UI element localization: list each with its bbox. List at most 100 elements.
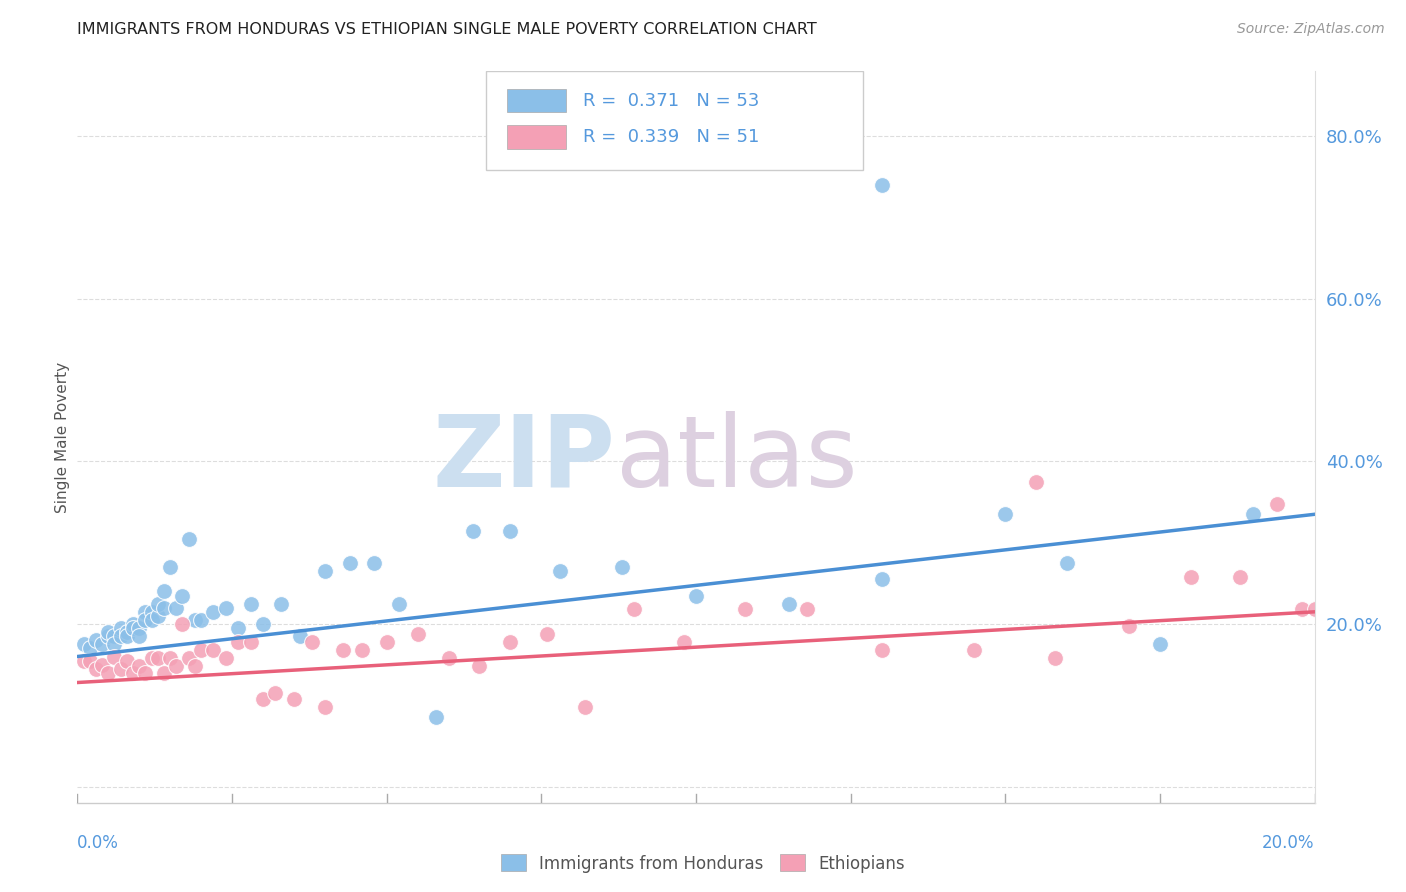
Point xyxy=(314,699,336,714)
Point xyxy=(115,629,138,643)
Point xyxy=(1056,556,1078,570)
Point xyxy=(115,654,138,668)
Point xyxy=(134,613,156,627)
Point xyxy=(314,564,336,578)
Point xyxy=(190,613,212,627)
Point xyxy=(153,600,176,615)
FancyBboxPatch shape xyxy=(485,71,863,170)
Text: ZIP: ZIP xyxy=(433,410,616,508)
Point xyxy=(463,524,485,538)
Text: 0.0%: 0.0% xyxy=(77,834,120,852)
Point xyxy=(153,665,176,680)
Point xyxy=(128,629,150,643)
Point xyxy=(375,635,398,649)
Point xyxy=(870,643,893,657)
Point xyxy=(97,629,120,643)
Point xyxy=(146,608,169,623)
Point xyxy=(1291,602,1313,616)
Point xyxy=(172,617,194,632)
Point xyxy=(72,654,94,668)
Point xyxy=(134,605,156,619)
Point xyxy=(1267,497,1289,511)
FancyBboxPatch shape xyxy=(506,126,567,149)
Point xyxy=(1149,637,1171,651)
Text: 20.0%: 20.0% xyxy=(1263,834,1315,852)
Point xyxy=(870,178,893,193)
Point xyxy=(122,665,145,680)
Point xyxy=(425,710,447,724)
Point xyxy=(1118,618,1140,632)
Point xyxy=(159,651,181,665)
Point xyxy=(110,662,132,676)
Point xyxy=(165,659,187,673)
Point xyxy=(122,617,145,632)
Point xyxy=(350,643,373,657)
Point xyxy=(252,617,274,632)
Point xyxy=(84,662,107,676)
Point xyxy=(239,635,262,649)
Point xyxy=(122,621,145,635)
Point xyxy=(153,584,176,599)
Point xyxy=(536,626,558,640)
Point xyxy=(288,629,311,643)
FancyBboxPatch shape xyxy=(506,89,567,112)
Point xyxy=(548,564,571,578)
Point xyxy=(184,613,207,627)
Point xyxy=(574,699,596,714)
Point xyxy=(190,643,212,657)
Point xyxy=(97,665,120,680)
Legend: Immigrants from Honduras, Ethiopians: Immigrants from Honduras, Ethiopians xyxy=(494,847,912,880)
Point xyxy=(226,635,249,649)
Point xyxy=(796,602,818,616)
Point xyxy=(468,659,491,673)
Point xyxy=(1241,508,1264,522)
Point xyxy=(103,637,125,651)
Point xyxy=(1043,651,1066,665)
Point xyxy=(963,643,986,657)
Point xyxy=(177,651,200,665)
Point xyxy=(610,560,633,574)
Point xyxy=(215,600,238,615)
Point xyxy=(172,589,194,603)
Point xyxy=(141,651,163,665)
Point xyxy=(146,651,169,665)
Point xyxy=(332,643,354,657)
Point xyxy=(301,635,323,649)
Point xyxy=(159,560,181,574)
Point xyxy=(499,524,522,538)
Text: R =  0.371   N = 53: R = 0.371 N = 53 xyxy=(583,92,759,110)
Y-axis label: Single Male Poverty: Single Male Poverty xyxy=(55,361,70,513)
Point xyxy=(141,605,163,619)
Point xyxy=(146,597,169,611)
Point xyxy=(97,625,120,640)
Point xyxy=(406,626,429,640)
Point xyxy=(103,649,125,664)
Point xyxy=(870,572,893,586)
Point xyxy=(84,633,107,648)
Point xyxy=(165,600,187,615)
Point xyxy=(672,635,695,649)
Point xyxy=(91,657,114,672)
Point xyxy=(363,556,385,570)
Point xyxy=(91,637,114,651)
Point xyxy=(226,621,249,635)
Point xyxy=(177,532,200,546)
Point xyxy=(110,629,132,643)
Point xyxy=(264,686,287,700)
Point xyxy=(134,665,156,680)
Point xyxy=(994,508,1017,522)
Text: Source: ZipAtlas.com: Source: ZipAtlas.com xyxy=(1237,22,1385,37)
Point xyxy=(685,589,707,603)
Point xyxy=(734,602,756,616)
Point xyxy=(202,605,225,619)
Point xyxy=(128,621,150,635)
Point xyxy=(1025,475,1047,489)
Point xyxy=(499,635,522,649)
Point xyxy=(239,597,262,611)
Point xyxy=(1229,570,1251,584)
Point xyxy=(1180,570,1202,584)
Point xyxy=(339,556,361,570)
Point xyxy=(623,602,645,616)
Point xyxy=(1303,602,1326,616)
Text: R =  0.339   N = 51: R = 0.339 N = 51 xyxy=(583,128,759,146)
